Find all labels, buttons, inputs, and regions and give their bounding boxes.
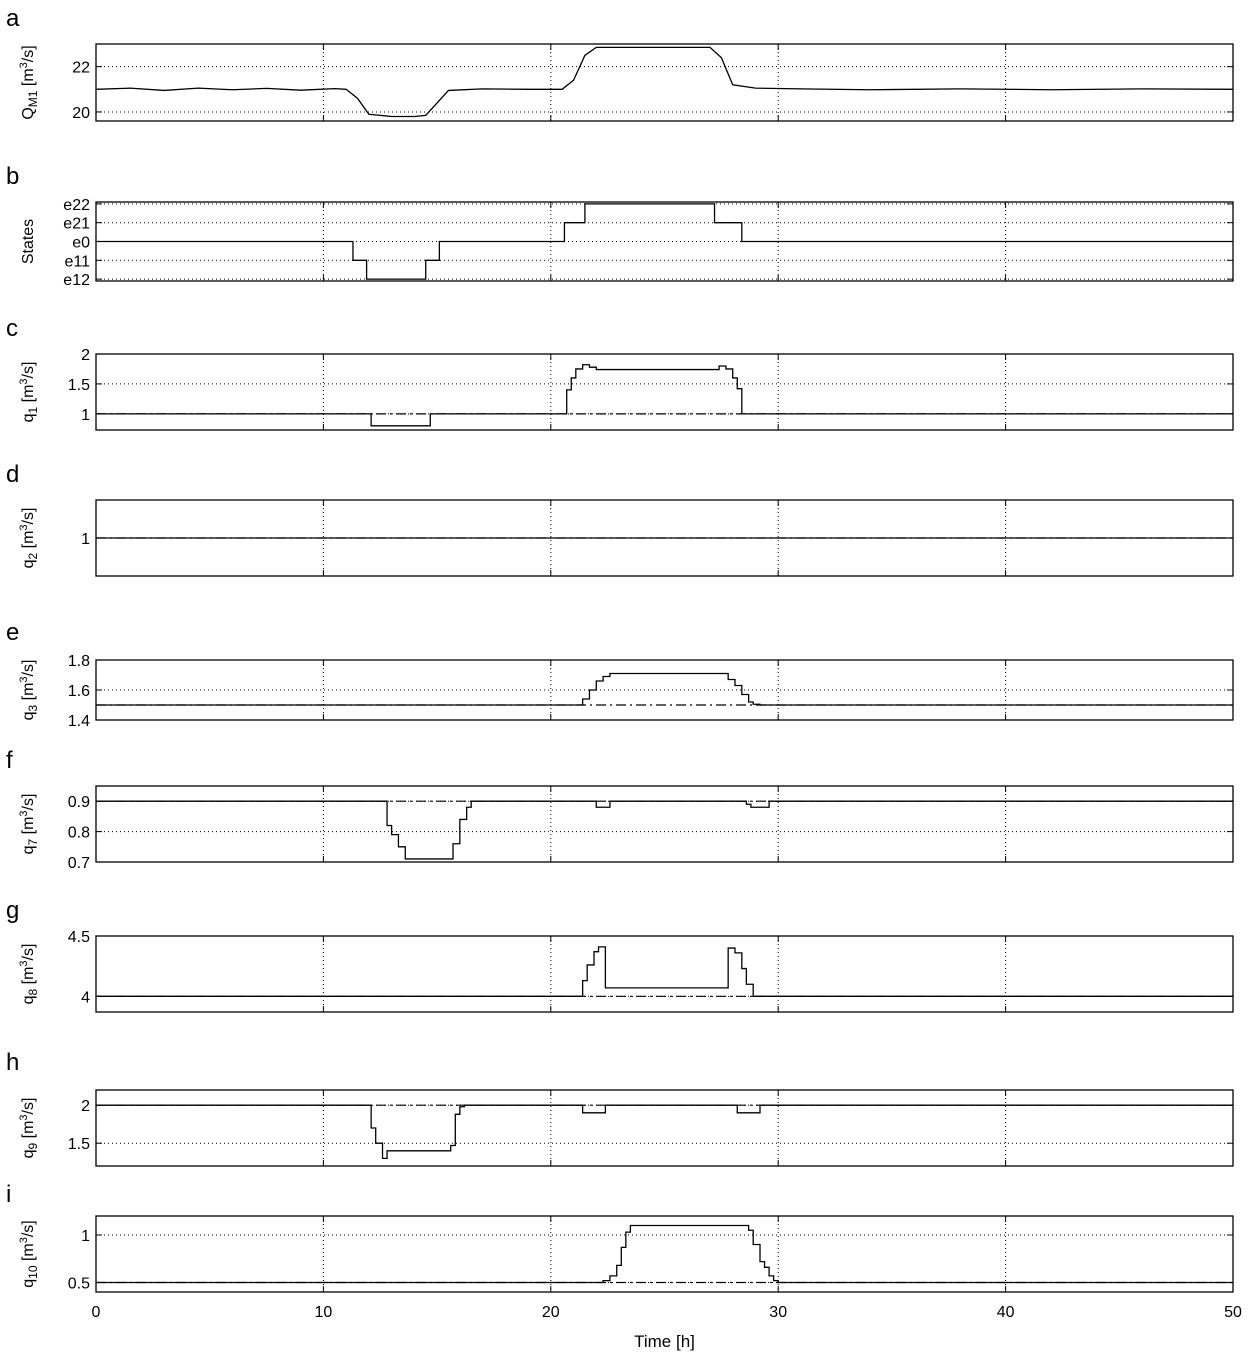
- y-tick-label: 1.8: [68, 653, 90, 670]
- panel-letter: e: [6, 619, 19, 646]
- y-tick-label: 0.5: [68, 1276, 90, 1293]
- x-tick-label: 10: [315, 1304, 333, 1321]
- y-tick-label: e22: [63, 197, 90, 214]
- panel-a: a 20 22 QM1 [m3/s]: [6, 5, 1234, 122]
- panel-letter: d: [6, 461, 19, 488]
- x-axis-label: Time [h]: [634, 1332, 695, 1351]
- panel-c: c 1 1.5 2 q1 [m3/s]: [6, 315, 1234, 431]
- panel-letter: b: [6, 163, 19, 190]
- y-tick-label: 2: [81, 1098, 90, 1115]
- plot-frame: [95, 659, 1234, 721]
- y-tick-label: 1.5: [68, 1136, 90, 1153]
- plot-frame: [95, 1215, 1234, 1293]
- series-line-solid: [95, 46, 1234, 118]
- y-axis-label: States: [20, 219, 37, 264]
- y-tick-label: 22: [72, 60, 90, 77]
- y-tick-label: 0.8: [68, 825, 90, 842]
- x-tick-label: 0: [92, 1304, 101, 1321]
- x-tick-label: 30: [769, 1304, 787, 1321]
- y-tick-label: 0.9: [68, 794, 90, 811]
- y-tick-label: 4.5: [68, 929, 90, 946]
- y-tick-label: e21: [63, 216, 90, 233]
- panel-letter: a: [6, 5, 20, 32]
- y-tick-label: 1: [81, 407, 90, 424]
- y-tick-label: e12: [63, 272, 90, 289]
- plot-frame: [95, 935, 1234, 1013]
- panel-letter: i: [6, 1181, 11, 1208]
- y-tick-label: e11: [64, 253, 90, 270]
- series-line-solid: [96, 946, 1233, 997]
- x-tick-label: 20: [542, 1304, 560, 1321]
- series-line-solid: [96, 1224, 1233, 1284]
- y-axis-label: q1 [m3/s]: [18, 362, 40, 423]
- x-tick-label: 40: [997, 1304, 1015, 1321]
- y-axis-label: q8 [m3/s]: [18, 944, 40, 1005]
- y-axis-label: q9 [m3/s]: [18, 1098, 40, 1159]
- y-axis-label: QM1 [m3/s]: [18, 45, 40, 119]
- panel-g: g 4 4.5 q8 [m3/s]: [6, 897, 1234, 1013]
- panel-letter: g: [6, 897, 19, 924]
- y-axis-label: q7 [m3/s]: [18, 794, 40, 855]
- panel-d: d 1 q2 [m3/s]: [6, 461, 1234, 577]
- y-tick-label: 4: [81, 989, 90, 1006]
- series-line-solid: [96, 364, 1233, 427]
- y-axis-label: q2 [m3/s]: [18, 508, 40, 569]
- plot-frame: [95, 353, 1234, 431]
- plot-frame: [95, 499, 1234, 577]
- panel-letter: c: [6, 315, 18, 342]
- panel-letter: h: [6, 1049, 19, 1076]
- panel-h: h 1.5 2 q9 [m3/s]: [6, 1049, 1234, 1167]
- y-tick-label: 0.7: [68, 855, 90, 872]
- y-tick-label: 2: [81, 347, 90, 364]
- y-tick-label: 1: [81, 531, 90, 548]
- y-tick-label: 20: [72, 105, 90, 122]
- y-tick-label: 1.6: [68, 683, 90, 700]
- x-tick-label: 50: [1224, 1304, 1242, 1321]
- panel-f: f 0.7 0.8 0.9 q7 [m3/s]: [6, 747, 1234, 872]
- series-line-solid: [96, 672, 1233, 706]
- y-axis-label: q10 [m3/s]: [18, 1220, 40, 1288]
- panel-letter: f: [6, 747, 13, 774]
- y-tick-label: e0: [72, 235, 90, 252]
- panel-i: i 0.5 1 q10 [m3/s] 0 10 20 30 40 50 Time [h]: [6, 1181, 1242, 1351]
- y-tick-label: 1: [81, 1228, 90, 1245]
- plot-frame: [95, 1089, 1234, 1167]
- y-axis-label: q3 [m3/s]: [18, 660, 40, 721]
- panel-e: e 1.4 1.6 1.8 q3 [m3/s]: [6, 619, 1234, 730]
- plot-frame: [95, 43, 1234, 122]
- plot-frame: [95, 785, 1234, 863]
- series-line-solid: [96, 1104, 1233, 1160]
- y-tick-label: 1.5: [68, 377, 90, 394]
- y-tick-label: 1.4: [68, 713, 90, 730]
- plot-frame: [95, 201, 1234, 282]
- series-line-solid: [96, 203, 1233, 280]
- series-line-solid: [96, 800, 1233, 860]
